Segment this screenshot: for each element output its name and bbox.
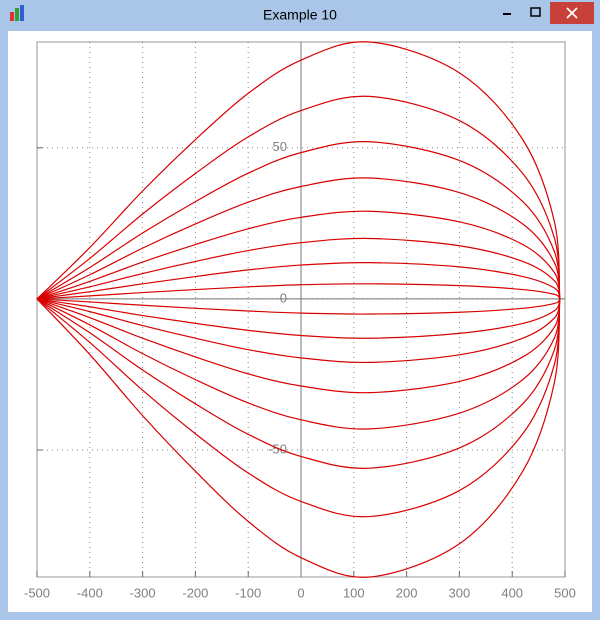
curve [36, 298, 561, 394]
curve [36, 210, 561, 300]
x-tick-label: 300 [449, 585, 471, 600]
y-tick-label: -50 [268, 441, 287, 456]
x-tick-label: -500 [24, 585, 50, 600]
curve [36, 283, 561, 300]
x-tick-label: 0 [297, 585, 304, 600]
x-tick-label: -200 [182, 585, 208, 600]
curve [36, 41, 561, 300]
curve [36, 298, 561, 578]
curve [36, 298, 561, 518]
window-title: Example 10 [263, 7, 337, 23]
curve [36, 141, 561, 300]
x-tick-label: 200 [396, 585, 418, 600]
curve [36, 298, 561, 430]
curve [36, 298, 561, 315]
x-tick-label: -100 [235, 585, 261, 600]
curve [36, 298, 561, 469]
curve [36, 95, 561, 300]
curve [36, 262, 561, 300]
x-tick-label: 500 [554, 585, 576, 600]
maximize-icon [530, 7, 541, 17]
curve [36, 298, 561, 364]
close-icon [566, 7, 578, 19]
curve [36, 237, 561, 300]
y-tick-label: 50 [273, 139, 287, 154]
x-tick-label: -400 [77, 585, 103, 600]
x-tick-label: -300 [130, 585, 156, 600]
app-icon [10, 5, 24, 21]
x-tick-label: 100 [343, 585, 365, 600]
y-tick-label: 0 [280, 290, 287, 305]
curve [36, 298, 561, 339]
curve [36, 177, 561, 300]
x-tick-label: 400 [501, 585, 523, 600]
